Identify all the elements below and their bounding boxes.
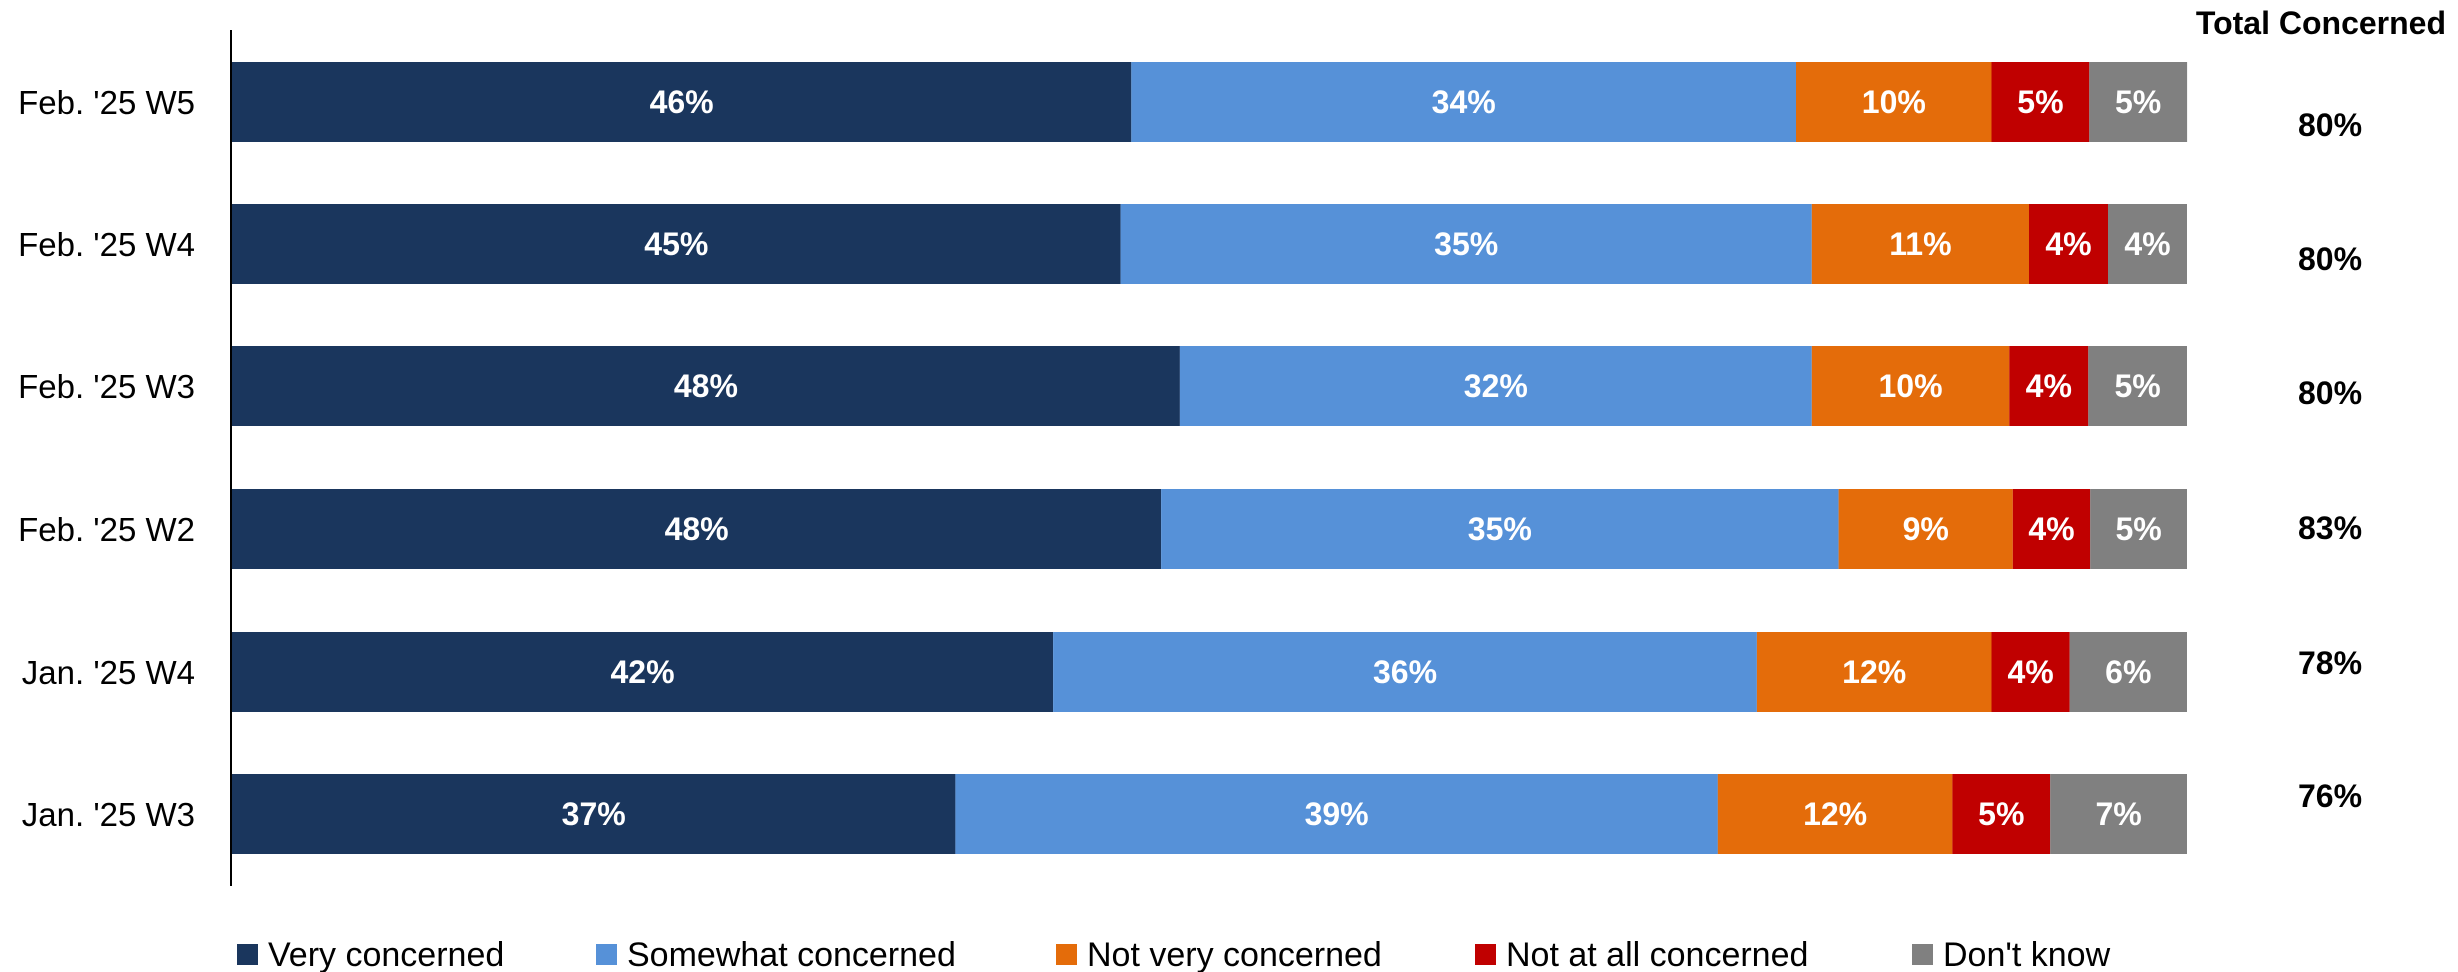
bar-segment xyxy=(1717,774,1953,854)
data-label: 11% xyxy=(1889,226,1951,262)
bar-segment xyxy=(2090,489,2187,569)
data-label: 12% xyxy=(1842,654,1906,690)
total-concerned-value: 83% xyxy=(2298,510,2362,546)
bar-segment xyxy=(1991,62,2090,142)
data-label: 45% xyxy=(644,226,708,262)
bar-segment xyxy=(1120,204,1812,284)
total-concerned-value: 80% xyxy=(2298,107,2362,143)
bar-segment xyxy=(1053,632,1757,712)
data-label: 34% xyxy=(1432,84,1496,120)
data-label: 4% xyxy=(2026,368,2072,404)
data-label: 46% xyxy=(650,84,714,120)
data-label: 37% xyxy=(562,796,626,832)
bar-segment xyxy=(2089,62,2188,142)
total-concerned-header: Total Concerned xyxy=(2196,5,2446,41)
data-label: 5% xyxy=(1978,796,2024,832)
legend-swatch xyxy=(596,944,617,965)
legend-label: Somewhat concerned xyxy=(627,936,956,972)
category-label: Jan. '25 W3 xyxy=(22,796,195,833)
data-label: 36% xyxy=(1373,654,1437,690)
data-label: 10% xyxy=(1862,84,1926,120)
total-concerned-value: 78% xyxy=(2298,645,2362,681)
bar-segment xyxy=(1838,489,2013,569)
bar-segment xyxy=(2050,774,2187,854)
data-label: 5% xyxy=(2115,84,2161,120)
category-label: Feb. '25 W3 xyxy=(18,368,195,405)
bar-segment xyxy=(232,62,1132,142)
total-concerned-value: 80% xyxy=(2298,375,2362,411)
bar-segment xyxy=(232,346,1180,426)
total-values: 80% 80% 80% 83% 78% 76% xyxy=(2298,107,2362,814)
data-label: 12% xyxy=(1803,796,1867,832)
data-label: 42% xyxy=(610,654,674,690)
legend-swatch xyxy=(1912,944,1933,965)
bar-segment xyxy=(1811,346,2010,426)
category-label: Feb. '25 W4 xyxy=(18,226,195,263)
bar-segment xyxy=(2108,204,2187,284)
bars-group: 46% 34% 10% 5% 5% 45% 35% 11% 4% 4% 48% 32% 10% 4% 5% 4… xyxy=(232,62,2188,854)
bar-segment xyxy=(2029,204,2108,284)
data-label: 5% xyxy=(2114,368,2160,404)
bar-segment xyxy=(1131,62,1796,142)
data-label: 4% xyxy=(2045,226,2091,262)
bar-segment xyxy=(2088,346,2187,426)
bar-segment xyxy=(2009,346,2089,426)
bar-segment xyxy=(1161,489,1839,569)
total-concerned-value: 80% xyxy=(2298,241,2362,277)
legend-label: Not very concerned xyxy=(1087,936,1382,972)
data-label: 6% xyxy=(2105,654,2151,690)
bar-segment xyxy=(1796,62,1992,142)
bar-segment xyxy=(1179,346,1812,426)
data-label: 35% xyxy=(1468,511,1532,547)
data-label: 5% xyxy=(2115,511,2161,547)
category-label: Feb. '25 W2 xyxy=(18,511,195,548)
category-label: Feb. '25 W5 xyxy=(18,84,195,121)
category-label: Jan. '25 W4 xyxy=(22,654,195,691)
bar-segment xyxy=(1811,204,2029,284)
bar-segment xyxy=(1952,774,2051,854)
bar-segment xyxy=(232,204,1121,284)
bar-segment xyxy=(232,632,1054,712)
data-label: 5% xyxy=(2017,84,2063,120)
data-label: 10% xyxy=(1878,368,1942,404)
bar-segment xyxy=(232,489,1162,569)
data-label: 9% xyxy=(1903,511,1949,547)
bar-segment xyxy=(955,774,1718,854)
data-label: 32% xyxy=(1464,368,1528,404)
bar-segment xyxy=(2012,489,2091,569)
total-concerned-value: 76% xyxy=(2298,778,2362,814)
legend-swatch xyxy=(1056,944,1077,965)
bar-segment xyxy=(1991,632,2070,712)
data-label: 35% xyxy=(1434,226,1498,262)
data-label: 39% xyxy=(1305,796,1369,832)
data-label: 48% xyxy=(665,511,729,547)
bar-segment xyxy=(2069,632,2187,712)
category-labels: Feb. '25 W5 Feb. '25 W4 Feb. '25 W3 Feb. '2… xyxy=(18,84,195,833)
data-label: 4% xyxy=(2028,511,2074,547)
legend-label: Not at all concerned xyxy=(1506,936,1808,972)
data-label: 4% xyxy=(2124,226,2170,262)
legend: Very concerned Somewhat concerned Not very… xyxy=(237,936,2111,972)
bar-segment xyxy=(1756,632,1992,712)
legend-label: Very concerned xyxy=(268,936,504,972)
data-label: 48% xyxy=(674,368,738,404)
legend-swatch xyxy=(237,944,258,965)
data-label: 4% xyxy=(2007,654,2053,690)
bar-segment xyxy=(232,774,956,854)
legend-swatch xyxy=(1475,944,1496,965)
data-label: 7% xyxy=(2095,796,2141,832)
legend-label: Don't know xyxy=(1943,936,2111,972)
